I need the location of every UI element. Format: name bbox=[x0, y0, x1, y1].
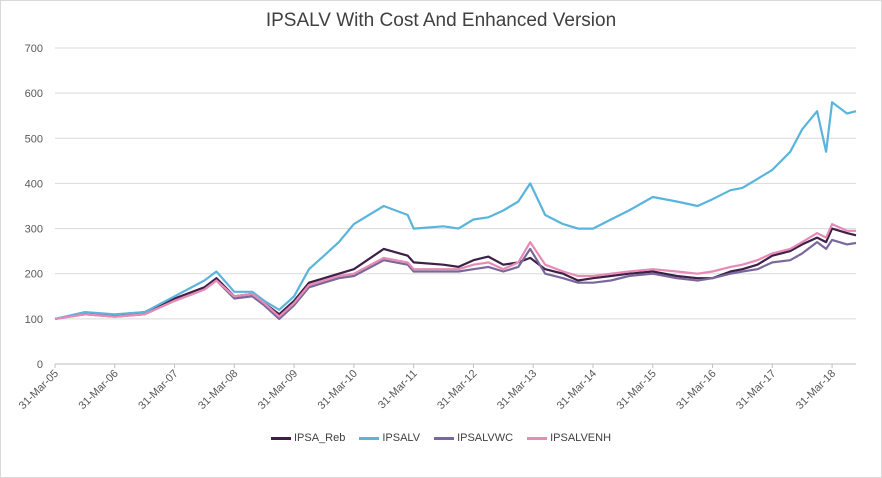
x-tick-label: 31-Mar-09 bbox=[256, 368, 300, 412]
legend-swatch bbox=[270, 436, 291, 440]
x-tick-label: 31-Mar-06 bbox=[77, 368, 121, 412]
y-tick-label: 0 bbox=[37, 359, 43, 371]
legend-item: IPSALV bbox=[359, 432, 420, 444]
legend-swatch bbox=[434, 436, 455, 440]
y-tick-label: 600 bbox=[25, 88, 43, 100]
series-line-ipsalvwc bbox=[54, 238, 857, 320]
series-line-ipsalv bbox=[54, 101, 857, 320]
y-tick-label: 400 bbox=[25, 178, 43, 190]
legend-label: IPSALVWC bbox=[457, 432, 514, 444]
x-tick-label: 31-Mar-14 bbox=[555, 368, 599, 412]
series-line-ipsalvenh bbox=[54, 223, 856, 320]
legend-swatch bbox=[527, 436, 548, 440]
legend-label: IPSALVENH bbox=[550, 432, 612, 444]
x-tick-label: 31-Mar-15 bbox=[615, 368, 659, 412]
x-tick-label: 31-Mar-07 bbox=[136, 368, 180, 412]
y-tick-label: 500 bbox=[25, 133, 43, 145]
legend-item: IPSALVENH bbox=[527, 432, 611, 444]
legend-swatch bbox=[359, 436, 380, 440]
x-tick-label: 31-Mar-13 bbox=[495, 368, 539, 412]
x-tick-label: 31-Mar-10 bbox=[316, 368, 360, 412]
chart-legend: IPSA_Reb IPSALV IPSALVWC IPSALVENH bbox=[0, 432, 882, 444]
x-tick-label: 31-Mar-18 bbox=[794, 368, 838, 412]
legend-item: IPSA_Reb bbox=[270, 432, 346, 444]
legend-label: IPSA_Reb bbox=[293, 432, 346, 444]
legend-label: IPSALV bbox=[382, 432, 421, 444]
x-tick-label: 31-Mar-05 bbox=[17, 368, 61, 412]
y-tick-label: 300 bbox=[25, 224, 43, 236]
y-tick-label: 200 bbox=[25, 269, 43, 281]
x-tick-label: 31-Mar-11 bbox=[376, 368, 420, 412]
y-tick-label: 700 bbox=[25, 43, 43, 55]
chart-title: IPSALV With Cost And Enhanced Version bbox=[265, 10, 617, 31]
y-tick-label: 100 bbox=[25, 314, 43, 326]
x-tick-label: 31-Mar-17 bbox=[734, 368, 778, 412]
legend-item: IPSALVWC bbox=[434, 432, 513, 444]
x-tick-label: 31-Mar-16 bbox=[674, 368, 718, 412]
x-tick-label: 31-Mar-12 bbox=[435, 368, 479, 412]
x-tick-label: 31-Mar-08 bbox=[196, 368, 240, 412]
